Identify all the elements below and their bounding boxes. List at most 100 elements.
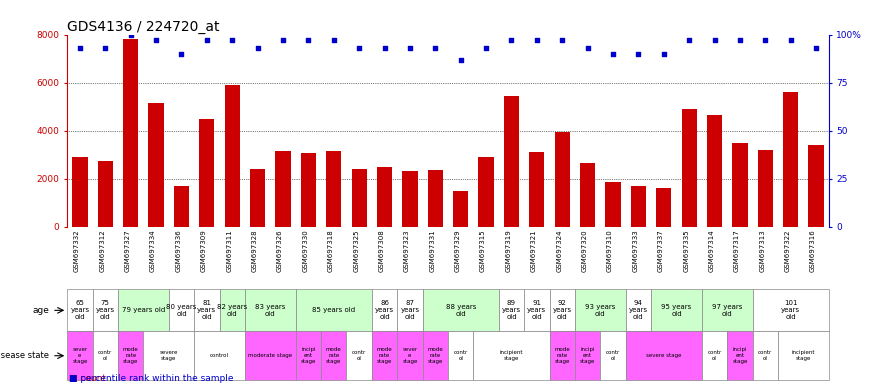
Bar	[225, 85, 240, 227]
Text: GSM697309: GSM697309	[201, 230, 207, 273]
Bar	[702, 290, 753, 331]
Text: 101
years
old: 101 years old	[781, 300, 800, 320]
Text: age: age	[32, 306, 49, 315]
Bar	[707, 115, 722, 227]
Bar	[245, 290, 296, 331]
Text: mode
rate
stage: mode rate stage	[376, 348, 392, 364]
Bar	[453, 190, 469, 227]
Bar	[702, 331, 728, 380]
Text: 65
years
old: 65 years old	[70, 300, 90, 320]
Point	[758, 37, 772, 43]
Text: contr
ol: contr ol	[758, 350, 772, 361]
Text: 83 years
old: 83 years old	[255, 304, 286, 317]
Bar	[753, 290, 829, 331]
Text: GSM697313: GSM697313	[759, 230, 765, 273]
Point	[377, 45, 392, 51]
Text: 79 years old: 79 years old	[122, 307, 165, 313]
Bar	[194, 331, 245, 380]
Point	[428, 45, 443, 51]
Bar	[682, 109, 697, 227]
Bar	[448, 331, 473, 380]
Point	[327, 37, 341, 43]
Point	[276, 37, 290, 43]
Point	[99, 45, 113, 51]
Text: mode
rate
stage: mode rate stage	[555, 348, 570, 364]
Bar	[372, 331, 397, 380]
Text: GSM697333: GSM697333	[633, 230, 638, 273]
Bar	[504, 96, 519, 227]
Text: GSM697325: GSM697325	[353, 230, 359, 272]
Text: GSM697330: GSM697330	[302, 230, 308, 273]
Text: incipi
ent
stage: incipi ent stage	[301, 348, 316, 364]
Point	[73, 45, 87, 51]
Text: GSM697327: GSM697327	[125, 230, 131, 272]
Point	[556, 37, 570, 43]
Bar	[753, 331, 778, 380]
Bar	[73, 157, 88, 227]
Bar	[397, 290, 423, 331]
Bar	[149, 103, 164, 227]
Bar	[245, 331, 296, 380]
Bar	[143, 331, 194, 380]
Bar	[728, 331, 753, 380]
Bar	[732, 142, 747, 227]
Bar	[631, 186, 646, 227]
Point	[352, 45, 366, 51]
Text: sever
e
stage: sever e stage	[73, 348, 88, 364]
Bar	[275, 151, 290, 227]
Bar	[118, 331, 143, 380]
Text: contr
ol: contr ol	[708, 350, 721, 361]
Text: severe
stage: severe stage	[159, 350, 178, 361]
Bar	[555, 132, 570, 227]
Text: 97 years
old: 97 years old	[712, 304, 743, 317]
Text: GSM697326: GSM697326	[277, 230, 283, 272]
Point	[453, 56, 468, 63]
Text: incipient
stage: incipient stage	[792, 350, 815, 361]
Text: GSM697323: GSM697323	[404, 230, 410, 272]
Bar	[92, 290, 118, 331]
Text: 85 years old: 85 years old	[312, 307, 356, 313]
Text: 82 years
old: 82 years old	[217, 304, 247, 317]
Point	[403, 45, 418, 51]
Point	[149, 37, 163, 43]
Text: 94
years
old: 94 years old	[629, 300, 648, 320]
Bar	[625, 290, 651, 331]
Point	[301, 37, 315, 43]
Text: mode
rate
stage: mode rate stage	[326, 348, 341, 364]
Point	[682, 37, 696, 43]
Text: GSM697337: GSM697337	[658, 230, 664, 273]
Bar	[351, 169, 366, 227]
Point	[733, 37, 747, 43]
Text: GSM697320: GSM697320	[582, 230, 588, 272]
Text: GSM697332: GSM697332	[73, 230, 80, 272]
Bar	[625, 331, 702, 380]
Text: contr
ol: contr ol	[453, 350, 468, 361]
Bar	[427, 170, 443, 227]
Text: 95 years
old: 95 years old	[661, 304, 692, 317]
Point	[478, 45, 493, 51]
Text: GSM697319: GSM697319	[505, 230, 512, 273]
Bar	[606, 182, 621, 227]
Text: 87
years
old: 87 years old	[401, 300, 419, 320]
Bar	[656, 188, 671, 227]
Bar	[326, 151, 341, 227]
Text: incipient
stage: incipient stage	[500, 350, 523, 361]
Point	[174, 51, 189, 57]
Text: GSM697310: GSM697310	[607, 230, 613, 273]
Bar	[98, 161, 113, 227]
Text: sever
e
stage: sever e stage	[402, 348, 418, 364]
Bar	[758, 150, 773, 227]
Bar	[808, 145, 823, 227]
Bar	[377, 167, 392, 227]
Bar	[347, 331, 372, 380]
Bar	[402, 171, 418, 227]
Bar	[783, 92, 798, 227]
Bar	[397, 331, 423, 380]
Bar	[549, 290, 575, 331]
Point	[809, 45, 823, 51]
Bar	[301, 153, 316, 227]
Text: GSM697324: GSM697324	[556, 230, 563, 272]
Bar	[524, 290, 549, 331]
Text: GSM697321: GSM697321	[530, 230, 537, 272]
Text: GSM697315: GSM697315	[480, 230, 486, 272]
